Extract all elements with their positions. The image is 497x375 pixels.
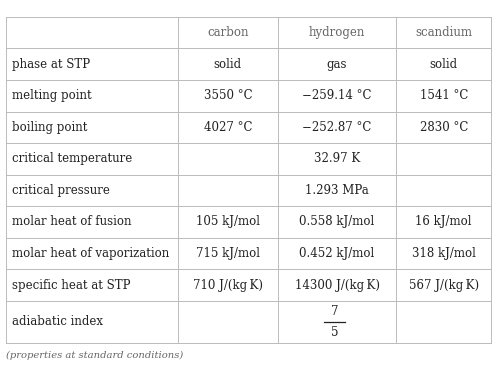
Text: phase at STP: phase at STP xyxy=(12,58,90,71)
Text: 2830 °C: 2830 °C xyxy=(419,121,468,134)
Text: 16 kJ/mol: 16 kJ/mol xyxy=(415,215,472,228)
Text: molar heat of vaporization: molar heat of vaporization xyxy=(12,247,169,260)
Text: scandium: scandium xyxy=(415,26,472,39)
Text: 567 J/(kg K): 567 J/(kg K) xyxy=(409,279,479,291)
Text: 715 kJ/mol: 715 kJ/mol xyxy=(196,247,260,260)
Text: solid: solid xyxy=(430,58,458,71)
Text: gas: gas xyxy=(327,58,347,71)
Text: adiabatic index: adiabatic index xyxy=(12,315,103,328)
Text: 7: 7 xyxy=(331,305,338,318)
Text: (properties at standard conditions): (properties at standard conditions) xyxy=(6,351,183,360)
Text: melting point: melting point xyxy=(12,89,91,102)
Text: carbon: carbon xyxy=(207,26,248,39)
Text: 0.452 kJ/mol: 0.452 kJ/mol xyxy=(299,247,375,260)
Text: solid: solid xyxy=(214,58,242,71)
Text: 318 kJ/mol: 318 kJ/mol xyxy=(412,247,476,260)
Text: 3550 °C: 3550 °C xyxy=(204,89,252,102)
Text: critical pressure: critical pressure xyxy=(12,184,110,197)
Text: 32.97 K: 32.97 K xyxy=(314,152,360,165)
Text: −259.14 °C: −259.14 °C xyxy=(302,89,372,102)
Text: −252.87 °C: −252.87 °C xyxy=(302,121,372,134)
Text: 14300 J/(kg K): 14300 J/(kg K) xyxy=(295,279,380,291)
Text: molar heat of fusion: molar heat of fusion xyxy=(12,215,131,228)
Text: 105 kJ/mol: 105 kJ/mol xyxy=(196,215,260,228)
Text: 4027 °C: 4027 °C xyxy=(204,121,252,134)
Text: 0.558 kJ/mol: 0.558 kJ/mol xyxy=(299,215,375,228)
Text: 5: 5 xyxy=(331,326,338,339)
Text: boiling point: boiling point xyxy=(12,121,87,134)
Text: critical temperature: critical temperature xyxy=(12,152,132,165)
Text: 1.293 MPa: 1.293 MPa xyxy=(305,184,369,197)
Text: 710 J/(kg K): 710 J/(kg K) xyxy=(193,279,263,291)
Text: specific heat at STP: specific heat at STP xyxy=(12,279,130,291)
Text: hydrogen: hydrogen xyxy=(309,26,365,39)
Text: 1541 °C: 1541 °C xyxy=(419,89,468,102)
